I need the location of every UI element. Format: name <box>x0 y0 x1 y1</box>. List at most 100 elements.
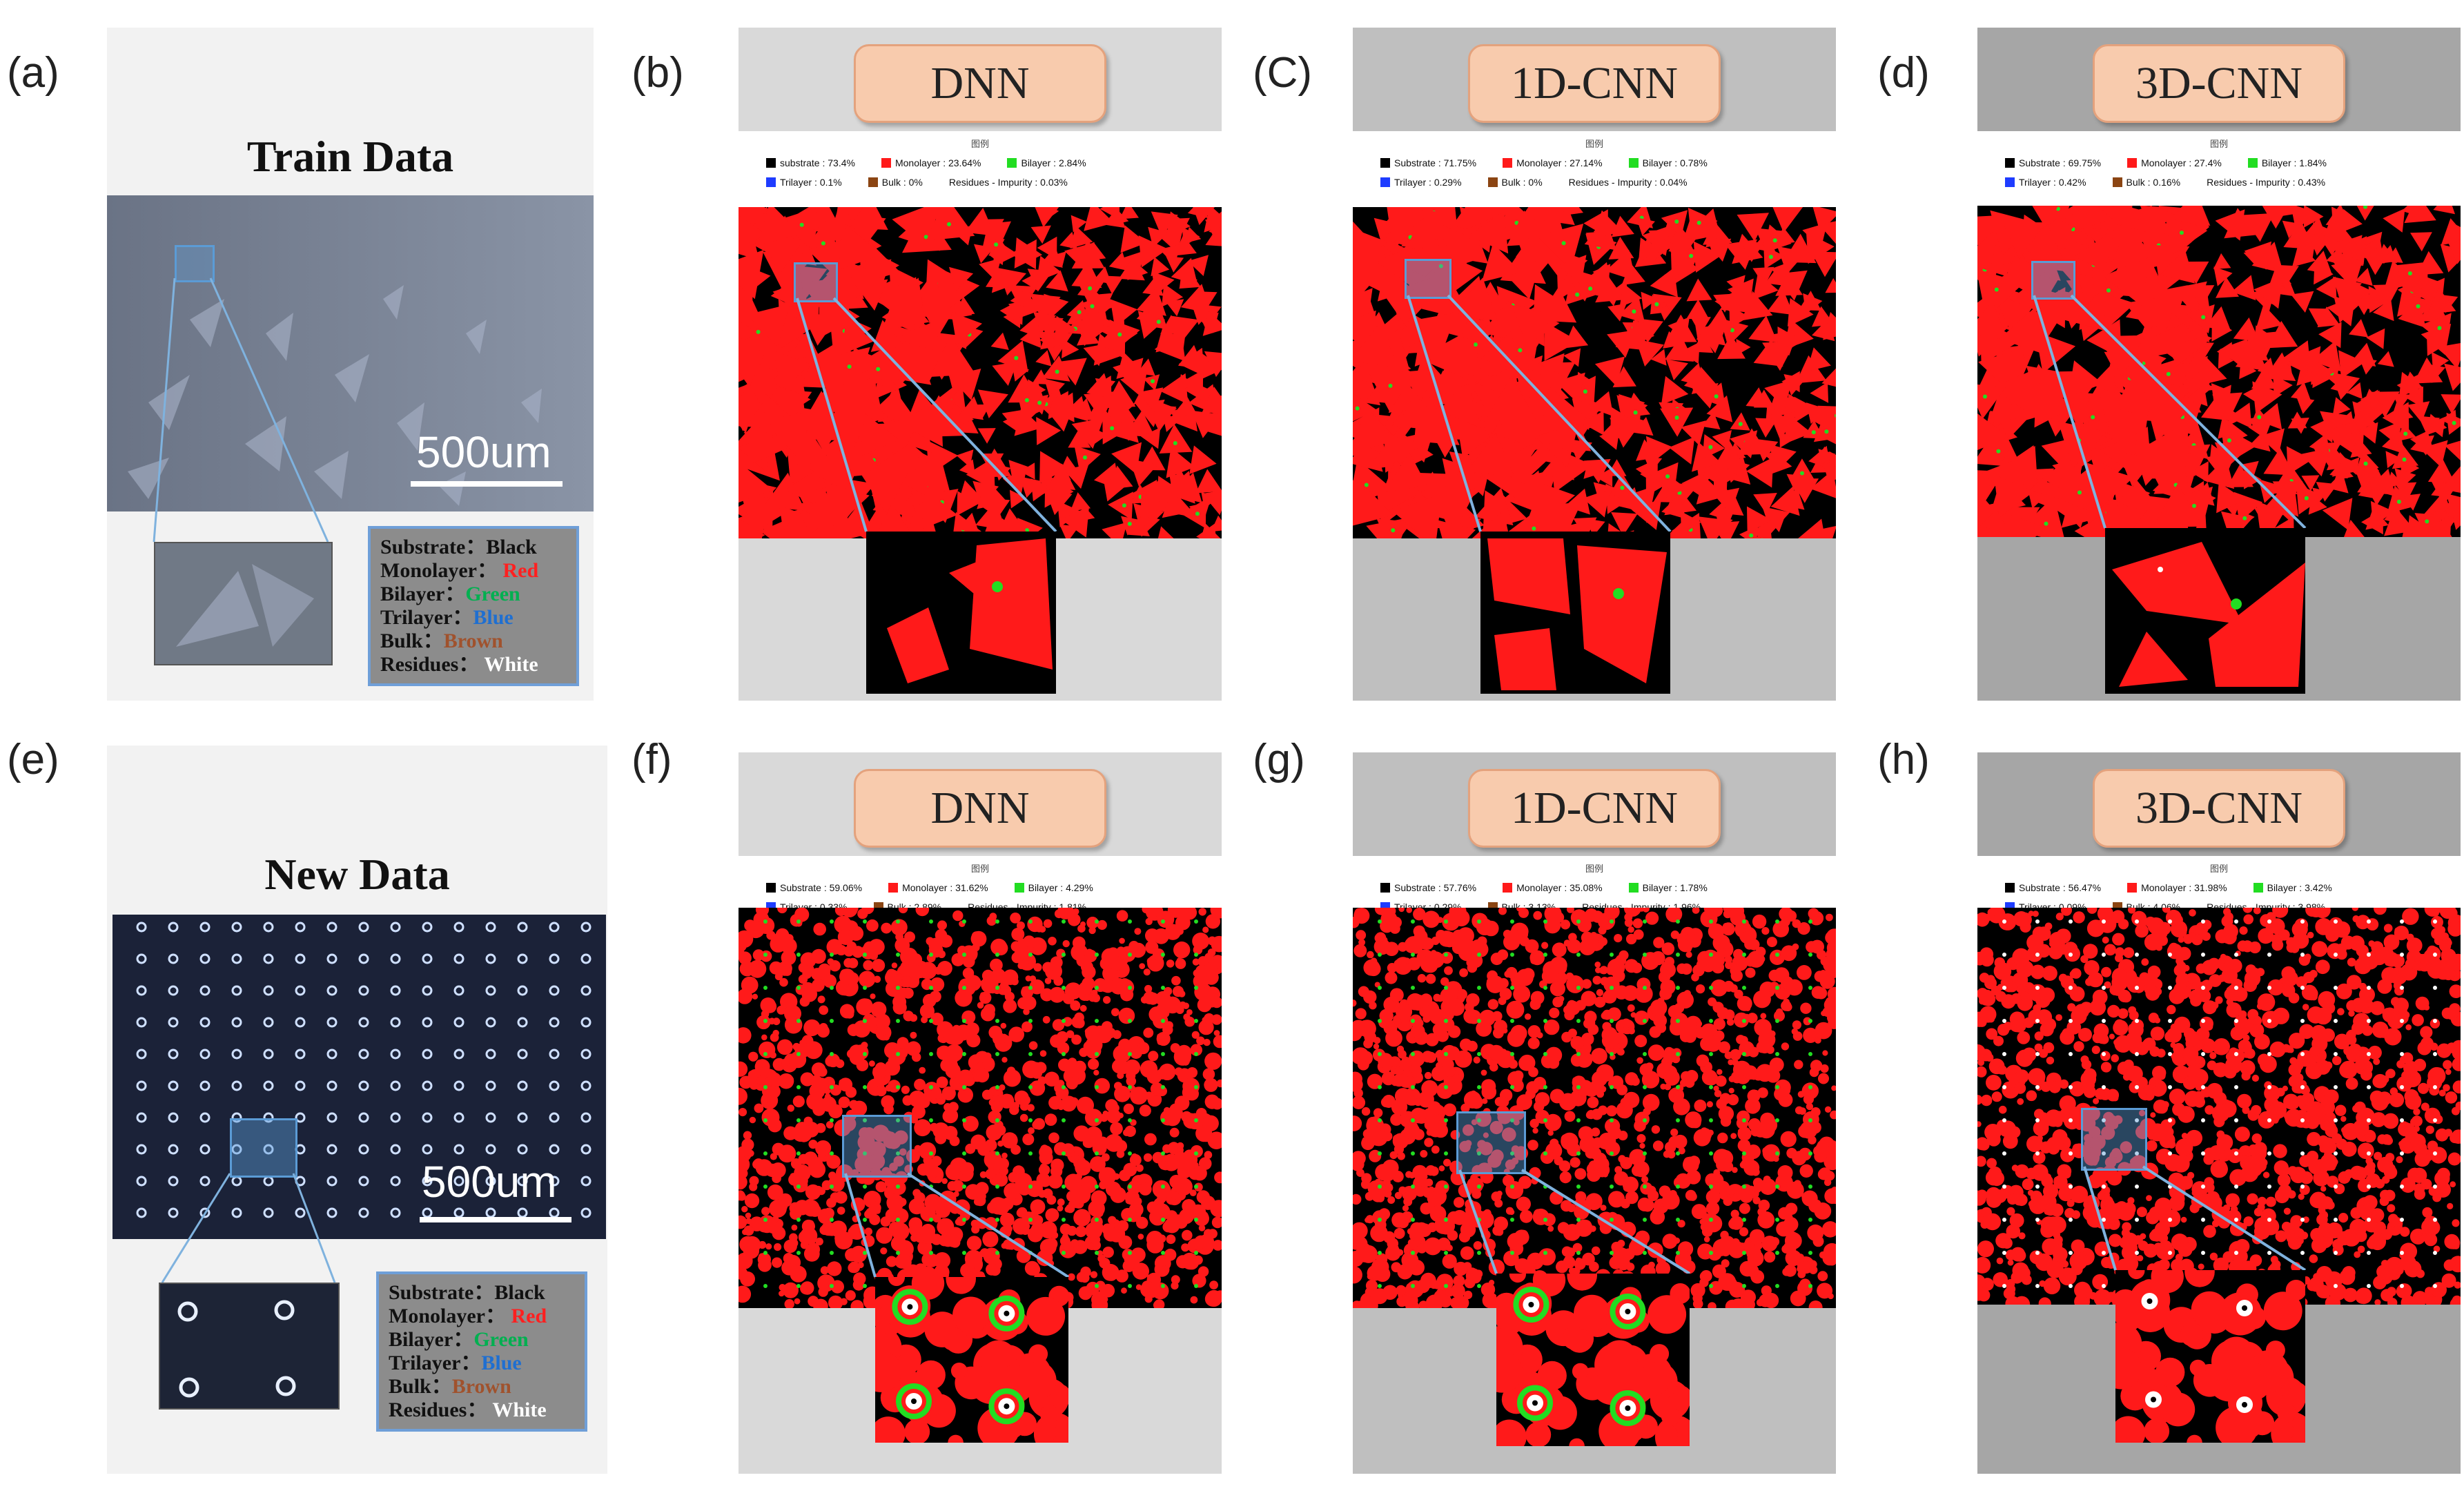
panel-label-h: (h) <box>1877 736 1930 783</box>
stats-legend-c: 图例 Substrate : 71.75% Monolayer : 27.14%… <box>1353 131 1836 207</box>
legend-bulk: Bulk：Brown <box>380 630 503 652</box>
panel-a: Train Data 500um <box>107 28 594 701</box>
panel-label-b: (b) <box>632 49 684 97</box>
panel-h: 3D-CNN 图例 Substrate : 56.47% Monolayer :… <box>1977 752 2461 1474</box>
legend-bulk-new: Bulk：Brown <box>389 1375 511 1398</box>
legend-substrate-new: Substrate：Black <box>389 1281 545 1304</box>
segmentation-flakes-c <box>1353 207 1836 538</box>
stat-bilayer: Bilayer : 4.29% <box>1014 882 1093 893</box>
stats-legend-title: 图例 <box>1585 864 1603 874</box>
segmentation-blobs-h <box>1977 908 2461 1305</box>
stat-substrate: Substrate : 57.76% <box>1380 882 1476 893</box>
zoom-inset-c <box>1480 532 1670 694</box>
stat-monolayer: Monolayer : 35.08% <box>1503 882 1603 893</box>
stat-trilayer: Trilayer : 0.42% <box>2005 177 2086 188</box>
segmentation-blobs-g <box>1353 908 1836 1308</box>
train-data-title: Train Data <box>246 132 454 181</box>
new-zoom-lines <box>161 1173 336 1283</box>
method-dnn-new: DNN <box>854 769 1106 848</box>
legend-bilayer: Bilayer：Green <box>380 583 520 605</box>
stat-substrate: Substrate : 71.75% <box>1380 157 1476 168</box>
segmentation-map-d <box>1977 206 2461 537</box>
panel-label-g: (g) <box>1253 736 1305 783</box>
stat-monolayer: Monolayer : 31.98% <box>2127 882 2227 893</box>
stat-substrate: Substrate : 69.75% <box>2005 157 2101 168</box>
roi-box-f <box>842 1115 912 1178</box>
stats-legend-d: 图例 Substrate : 69.75% Monolayer : 27.4% … <box>1977 131 2461 207</box>
legend-trilayer: Trilayer：Blue <box>380 606 514 629</box>
roi-box-h <box>2081 1108 2147 1171</box>
zoom-inset-b <box>866 532 1056 694</box>
scale-bar-label-new: 500um <box>422 1157 557 1207</box>
train-zoom-texture <box>176 564 314 647</box>
segmentation-flakes-b <box>739 207 1222 538</box>
new-zoom-inset <box>159 1283 340 1410</box>
legend-residues: Residues： White <box>380 653 538 676</box>
legend-substrate: Substrate：Black <box>380 536 537 558</box>
legend-trilayer-new: Trilayer：Blue <box>389 1352 522 1374</box>
roi-box-d <box>2031 261 2075 300</box>
train-zoom-lines <box>153 277 329 543</box>
zoom-inset-d <box>2105 528 2305 694</box>
method-1d-cnn-new: 1D-CNN <box>1468 769 1721 848</box>
roi-box-b <box>794 262 838 302</box>
stat-monolayer: Monolayer : 27.4% <box>2127 157 2222 168</box>
zoom-blobs-h <box>2115 1270 2305 1443</box>
new-data-title: New Data <box>264 850 450 899</box>
train-class-legend: Substrate：Black Monolayer： Red Bilayer：G… <box>368 526 579 686</box>
legend-residues-new: Residues： White <box>389 1399 547 1421</box>
zoom-inset-g <box>1496 1274 1690 1446</box>
scale-bar <box>411 481 563 487</box>
stat-bilayer: Bilayer : 1.78% <box>1628 882 1708 893</box>
stat-trilayer: Trilayer : 0.29% <box>1380 177 1462 188</box>
new-dot-array <box>136 922 591 1218</box>
stat-bulk: Bulk : 0.16% <box>2112 177 2180 188</box>
roi-box-g <box>1456 1111 1526 1174</box>
stat-residues: Residues - Impurity : 0.04% <box>1568 177 1688 188</box>
segmentation-blobs-f <box>739 908 1222 1308</box>
stat-bulk: Bulk : 0% <box>1487 177 1543 188</box>
stats-legend-title: 图例 <box>2209 139 2228 149</box>
zoom-flakes-c <box>1487 538 1667 690</box>
method-1d-cnn: 1D-CNN <box>1468 44 1721 123</box>
segmentation-map-c <box>1353 207 1836 538</box>
panel-b: DNN 图例 substrate : 73.4% Monolayer : 23.… <box>739 28 1222 701</box>
stats-legend-b: 图例 substrate : 73.4% Monolayer : 23.64% … <box>739 131 1222 207</box>
stat-bilayer: Bilayer : 0.78% <box>1628 157 1708 168</box>
new-zoom-rings <box>177 1300 296 1398</box>
new-class-legend: Substrate：Black Monolayer： Red Bilayer：G… <box>376 1271 587 1432</box>
stat-substrate: substrate : 73.4% <box>766 157 855 168</box>
segmentation-map-f <box>739 908 1222 1308</box>
stats-legend-title: 图例 <box>970 864 989 874</box>
stat-bilayer: Bilayer : 3.42% <box>2253 882 2332 893</box>
zoom-flakes-b <box>887 538 1053 683</box>
stat-residues: Residues - Impurity : 0.43% <box>2207 177 2326 188</box>
stat-monolayer: Monolayer : 23.64% <box>881 157 981 168</box>
legend-monolayer-new: Monolayer： Red <box>389 1305 547 1327</box>
zoom-blobs-f <box>875 1277 1068 1443</box>
method-3d-cnn-new: 3D-CNN <box>2093 769 2345 848</box>
stat-monolayer: Monolayer : 27.14% <box>1503 157 1603 168</box>
train-zoom-inset <box>154 542 333 665</box>
panel-label-a: (a) <box>7 49 59 97</box>
stat-monolayer: Monolayer : 31.62% <box>888 882 988 893</box>
stat-substrate: Substrate : 59.06% <box>766 882 862 893</box>
segmentation-map-b <box>739 207 1222 538</box>
panel-label-c: (C) <box>1253 49 1313 97</box>
panel-c: 1D-CNN 图例 Substrate : 71.75% Monolayer :… <box>1353 28 1836 701</box>
stat-residues: Residues - Impurity : 0.03% <box>948 177 1068 188</box>
scale-bar-label: 500um <box>416 427 551 477</box>
stats-legend-title: 图例 <box>2209 864 2228 874</box>
stat-bilayer: Bilayer : 1.84% <box>2247 157 2327 168</box>
segmentation-map-g <box>1353 908 1836 1308</box>
stats-legend-title: 图例 <box>970 139 989 149</box>
zoom-flakes-d <box>2112 542 2305 687</box>
stat-bulk: Bulk : 0% <box>868 177 923 188</box>
panel-d: 3D-CNN 图例 Substrate : 69.75% Monolayer :… <box>1977 28 2461 701</box>
panel-g: 1D-CNN 图例 Substrate : 57.76% Monolayer :… <box>1353 752 1836 1474</box>
segmentation-map-h <box>1977 908 2461 1305</box>
zoom-inset-f <box>875 1277 1068 1443</box>
method-dnn: DNN <box>854 44 1106 123</box>
roi-box-c <box>1405 259 1451 299</box>
stat-bilayer: Bilayer : 2.84% <box>1007 157 1086 168</box>
